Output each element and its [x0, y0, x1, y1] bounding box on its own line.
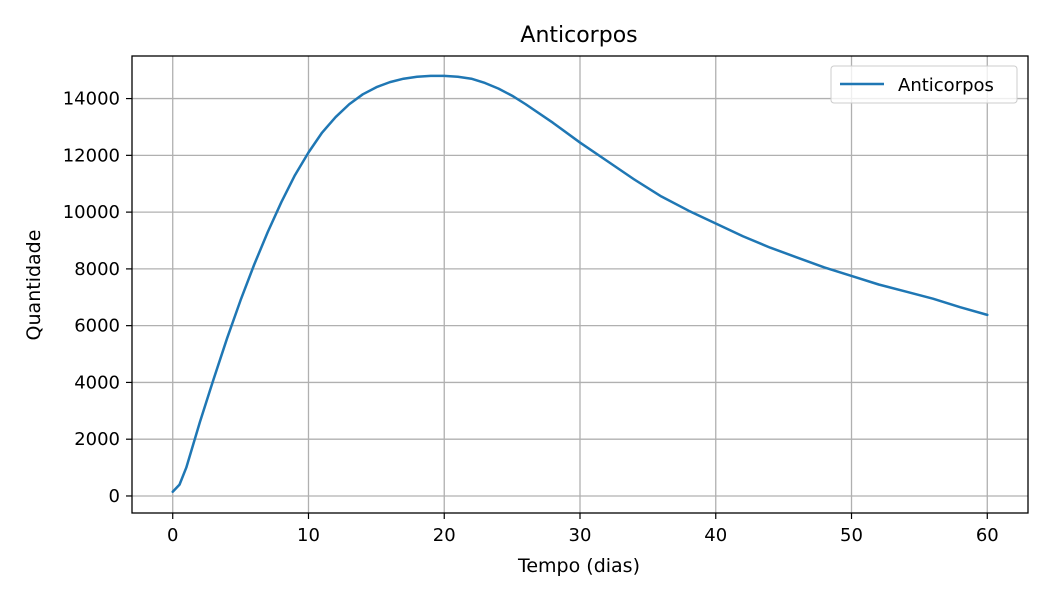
legend-box: [830, 65, 1018, 104]
x-tick-label: 40: [704, 525, 727, 546]
y-tick-label: 0: [109, 486, 120, 507]
x-tick-label: 30: [569, 525, 592, 546]
x-tick-label: 60: [976, 525, 999, 546]
y-tick-label: 8000: [74, 259, 120, 280]
series-layer: [171, 74, 989, 493]
grid: [132, 56, 1028, 513]
y-tick-label: 10000: [63, 202, 120, 223]
y-tick-label: 2000: [74, 429, 120, 450]
ticks: 0 10 20 30 40 50 60 0 2000 4000 6000 8000 10000 12000…: [63, 89, 999, 546]
x-tick-label: 0: [167, 525, 178, 546]
chart-title: Anticorpos: [520, 23, 637, 48]
y-axis-label: Quantidade: [23, 230, 45, 341]
legend-label-anticorpos: Anticorpos: [898, 75, 994, 96]
x-tick-label: 50: [840, 525, 863, 546]
y-tick-label: 6000: [74, 316, 120, 337]
x-axis-label: Tempo (dias): [517, 555, 640, 577]
x-tick-label: 20: [433, 525, 456, 546]
y-tick-label: 4000: [74, 372, 120, 393]
y-tick-label: 12000: [63, 145, 120, 166]
legend: Anticorpos: [830, 65, 1018, 104]
series-line-anticorpos: [171, 74, 989, 493]
y-tick-label: 14000: [63, 89, 120, 110]
x-tick-label: 10: [297, 525, 320, 546]
